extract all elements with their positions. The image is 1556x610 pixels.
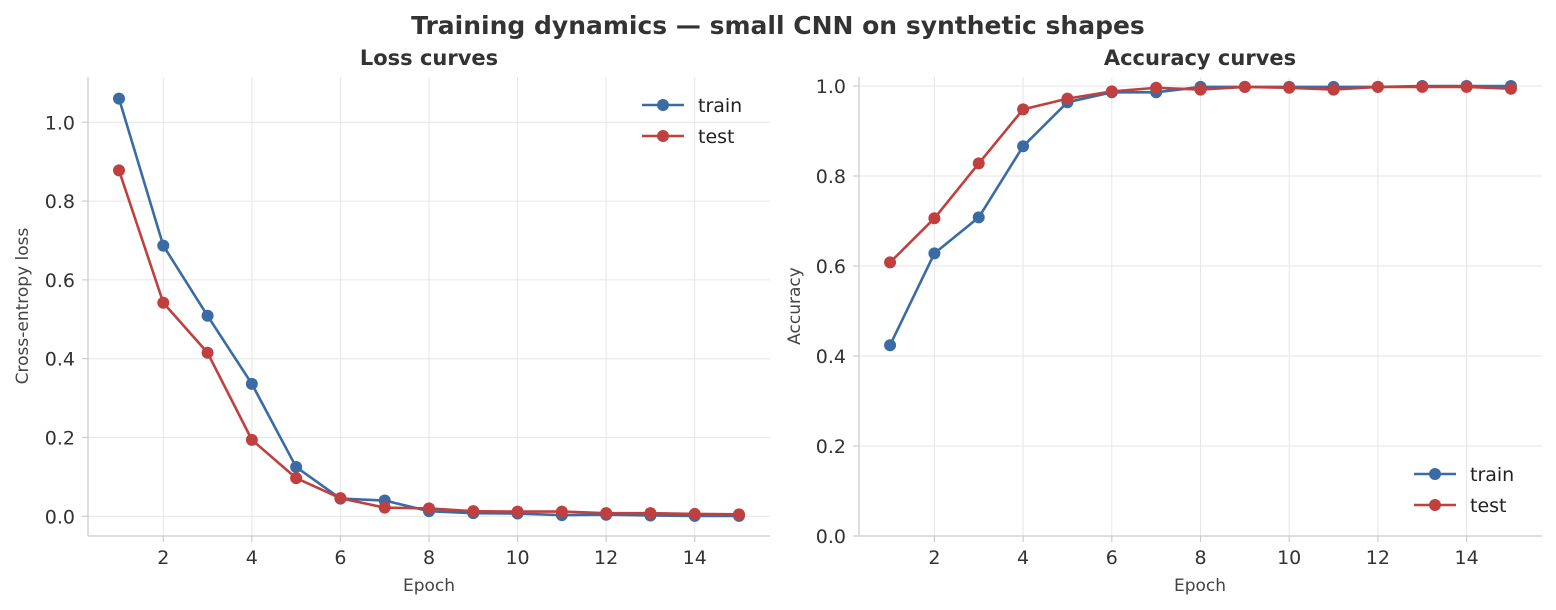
loss-chart-xtick-label: 6	[334, 547, 346, 569]
accuracy-chart-legend: train test	[1414, 464, 1514, 517]
accuracy-chart-ticks: 2 4 6 8 10 12 14 0.0 0.2 0.4 0.6 0.8 1.0	[816, 76, 1479, 569]
figure-title: Training dynamics — small CNN on synthet…	[411, 11, 1145, 40]
accuracy-chart-test-point	[1194, 83, 1207, 96]
loss-chart-ylabel: Cross-entropy loss	[13, 227, 33, 384]
loss-chart-test-point	[113, 164, 125, 177]
accuracy-chart-test-point	[1105, 85, 1118, 98]
accuracy-chart-ytick-label: 0.0	[816, 526, 846, 548]
accuracy-chart-train-point	[928, 247, 941, 260]
loss-chart-test-point	[423, 502, 435, 515]
accuracy-chart-test-point	[1371, 80, 1384, 93]
accuracy-chart-xlabel: Epoch	[1174, 576, 1226, 596]
accuracy-chart-test-point	[1238, 80, 1251, 93]
loss-chart: Loss curves Epoch Cross-entropy loss 2 4 6…	[13, 46, 770, 596]
loss-chart-legend-test-marker	[657, 130, 669, 142]
loss-chart-xtick-label: 10	[505, 547, 529, 569]
loss-chart-ytick-label: 1.0	[45, 112, 75, 134]
accuracy-chart-ytick-label: 0.2	[816, 436, 846, 458]
loss-chart-grid	[88, 77, 770, 536]
loss-chart-ytick-label: 0.4	[45, 349, 75, 371]
accuracy-chart-train-point	[1017, 140, 1030, 153]
accuracy-chart-test-point	[1017, 103, 1030, 116]
accuracy-chart-test-point	[1061, 92, 1074, 105]
accuracy-chart-ylabel: Accuracy	[785, 267, 805, 345]
accuracy-chart-test-point	[1504, 82, 1517, 95]
loss-chart-ytick-label: 0.0	[45, 506, 75, 528]
accuracy-chart-xtick-label: 4	[1017, 547, 1029, 569]
accuracy-chart-train-point	[972, 211, 985, 224]
loss-chart-xtick-label: 12	[594, 547, 618, 569]
loss-chart-test-point	[290, 472, 303, 485]
accuracy-chart-series	[884, 80, 1517, 352]
loss-chart-test-point	[201, 346, 214, 359]
loss-chart-ticks: 2 4 6 8 10 12 14 0.0 0.2 0.4 0.6 0.8 1.0	[45, 112, 707, 569]
loss-chart-xtick-label: 8	[423, 547, 435, 569]
accuracy-chart-test-point	[1460, 80, 1473, 93]
accuracy-chart-test-point	[884, 256, 897, 269]
accuracy-chart-xtick-label: 6	[1106, 547, 1118, 569]
accuracy-chart-legend-train-label: train	[1470, 464, 1514, 486]
accuracy-chart-test-point	[928, 212, 941, 225]
loss-chart-legend-test-label: test	[698, 126, 735, 148]
loss-chart-test-point	[644, 507, 657, 520]
loss-chart-test-point	[511, 505, 524, 518]
accuracy-chart-xtick-label: 2	[928, 547, 940, 569]
loss-chart-train-point	[245, 377, 258, 390]
loss-chart-ytick-label: 0.8	[45, 191, 75, 213]
loss-chart-train-point	[113, 92, 125, 105]
loss-chart-train-point	[290, 461, 303, 474]
loss-chart-test-point	[157, 296, 170, 309]
loss-chart-test-point	[688, 507, 701, 520]
accuracy-chart: Accuracy curves Epoch Accuracy 2 4 6 8 10 12 1…	[785, 46, 1542, 596]
loss-chart-train-point	[157, 239, 170, 252]
loss-chart-train-point	[201, 309, 214, 322]
accuracy-chart-ytick-label: 0.4	[816, 346, 846, 368]
accuracy-chart-legend-test-marker	[1429, 499, 1441, 511]
accuracy-chart-xtick-label: 12	[1366, 547, 1390, 569]
accuracy-chart-test-point	[1150, 81, 1163, 94]
loss-chart-test-point	[245, 433, 258, 446]
loss-chart-legend-train-label: train	[698, 95, 742, 117]
accuracy-chart-ytick-label: 1.0	[816, 76, 846, 98]
loss-chart-test-point	[334, 492, 347, 505]
loss-chart-series	[113, 92, 745, 522]
accuracy-chart-test-point	[1283, 81, 1296, 94]
loss-chart-test-point	[378, 501, 391, 514]
loss-chart-test-point	[555, 505, 568, 518]
accuracy-chart-train-point	[884, 339, 897, 352]
accuracy-chart-test-point	[972, 157, 985, 170]
loss-chart-xtick-label: 14	[683, 547, 707, 569]
accuracy-chart-xtick-label: 8	[1194, 547, 1206, 569]
loss-chart-test-point	[467, 505, 480, 518]
loss-chart-legend: train test	[642, 95, 742, 148]
accuracy-chart-ytick-label: 0.8	[816, 166, 846, 188]
loss-chart-xlabel: Epoch	[403, 576, 455, 596]
accuracy-chart-test-point	[1327, 83, 1340, 96]
accuracy-chart-grid	[859, 77, 1542, 537]
loss-chart-legend-train-marker	[657, 99, 669, 111]
accuracy-chart-legend-test-label: test	[1470, 495, 1507, 517]
loss-chart-xtick-label: 4	[246, 547, 258, 569]
accuracy-chart-xtick-label: 10	[1277, 547, 1301, 569]
loss-chart-test-point	[733, 508, 745, 521]
accuracy-chart-test-point	[1416, 80, 1429, 93]
loss-chart-ytick-label: 0.6	[45, 270, 75, 292]
accuracy-chart-legend-train-marker	[1429, 468, 1441, 480]
accuracy-chart-title: Accuracy curves	[1104, 46, 1296, 70]
accuracy-chart-xtick-label: 14	[1455, 547, 1479, 569]
loss-chart-test-point	[600, 507, 613, 520]
accuracy-chart-ytick-label: 0.6	[816, 256, 846, 278]
loss-chart-title: Loss curves	[360, 46, 498, 70]
loss-chart-ytick-label: 0.2	[45, 428, 75, 450]
loss-chart-xtick-label: 2	[157, 547, 169, 569]
